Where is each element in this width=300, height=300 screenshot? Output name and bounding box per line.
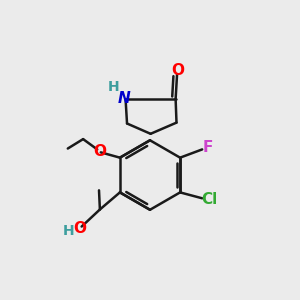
Text: O: O <box>172 63 184 78</box>
Text: O: O <box>93 144 106 159</box>
Text: O: O <box>74 220 86 236</box>
Text: F: F <box>202 140 213 155</box>
Text: H: H <box>63 224 74 238</box>
Text: N: N <box>118 91 130 106</box>
Text: H: H <box>107 80 119 94</box>
Text: Cl: Cl <box>201 192 218 207</box>
